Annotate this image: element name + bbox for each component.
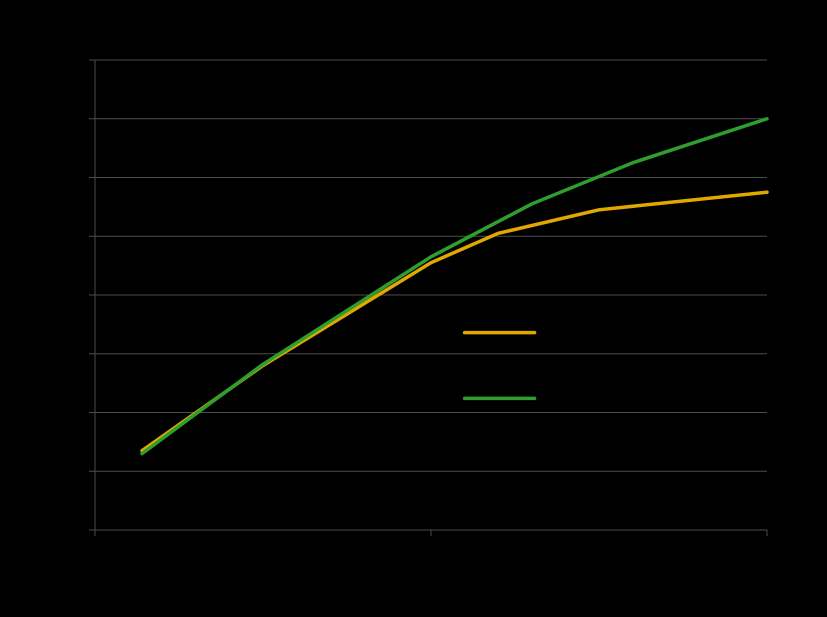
y-tick-label: 5	[79, 231, 85, 243]
line-chart: 0 50 100 0 1 2 3 4 5 6 7 8	[0, 0, 827, 617]
y-tick-label: 6	[79, 173, 85, 185]
y-tick-label: 0	[79, 525, 85, 537]
y-tick-label: 3	[79, 349, 85, 361]
x-tick-label: 0	[92, 541, 98, 553]
y-tick-label: 8	[79, 55, 85, 67]
y-tick-label: 1	[79, 466, 85, 478]
y-tick-label: 7	[79, 114, 85, 126]
y-tick-label: 4	[79, 290, 85, 302]
x-tick-label: 50	[425, 541, 437, 553]
y-tick-label: 2	[79, 408, 85, 420]
x-tick-label: 100	[758, 541, 776, 553]
